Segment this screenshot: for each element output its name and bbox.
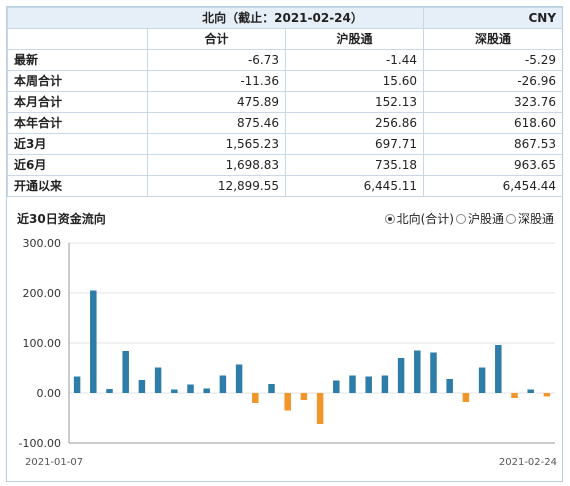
currency-label: CNY — [423, 7, 562, 29]
bar — [333, 380, 340, 393]
cell-value: 475.89 — [147, 91, 286, 113]
row-label: 本年合计 — [7, 112, 148, 134]
bar — [397, 358, 405, 393]
cell-value: 697.71 — [284, 133, 425, 155]
bar — [284, 393, 291, 411]
bar — [171, 389, 178, 393]
bar — [365, 376, 372, 393]
bar — [268, 384, 275, 393]
bar — [349, 375, 356, 393]
radio-shanghai-connect[interactable]: 沪股通 — [455, 210, 504, 227]
y-tick-label: 300.00 — [23, 237, 62, 250]
bar — [462, 393, 470, 402]
cell-value: -1.44 — [284, 49, 425, 71]
cell-value: 12,899.55 — [147, 175, 286, 197]
bar — [511, 393, 518, 398]
bar — [527, 389, 534, 393]
summary-table: 北向（截止：2021-02-24） CNY 合计 沪股通 深股通 最新 -6.7… — [7, 7, 562, 197]
bar — [219, 375, 227, 393]
column-header-row: 合计 沪股通 深股通 — [7, 28, 562, 50]
y-tick-label: 100.00 — [23, 337, 62, 350]
flow-chart-section: 近30日资金流向 北向(合计) 沪股通 深股通 300.00 200.00 100.… — [7, 203, 562, 481]
x-start-label: 2021-01-07 — [25, 457, 83, 468]
radio-shenzhen-connect[interactable]: 深股通 — [505, 210, 554, 227]
radio-selected-icon — [384, 213, 395, 224]
series-selector: 北向(合计) 沪股通 深股通 — [384, 210, 554, 227]
y-tick-label: 0.00 — [37, 387, 62, 400]
bar — [138, 380, 146, 393]
bar — [73, 376, 81, 393]
bar — [543, 393, 551, 397]
row-label: 本周合计 — [7, 70, 148, 92]
bar-chart: 300.00 200.00 100.00 0.00 -100.00 2021-01-07 2… — [19, 237, 557, 468]
bar — [446, 379, 453, 393]
cell-value: 618.60 — [423, 112, 562, 134]
bar — [106, 389, 113, 393]
cell-value: 15.60 — [284, 70, 425, 92]
corner-cell — [7, 28, 148, 50]
northbound-flow-panel: 北向（截止：2021-02-24） CNY 合计 沪股通 深股通 最新 -6.7… — [6, 6, 563, 482]
bar — [478, 367, 486, 393]
radio-unselected-icon — [455, 213, 466, 224]
bar — [316, 393, 324, 424]
bar — [252, 393, 259, 403]
bar — [203, 388, 210, 393]
row-label: 近3月 — [7, 133, 148, 155]
row-label: 近6月 — [7, 154, 148, 176]
y-tick-label: 200.00 — [23, 287, 62, 300]
cell-value: -6.73 — [147, 49, 286, 71]
cell-value: 6,445.11 — [284, 175, 425, 197]
bar — [414, 350, 421, 393]
cell-value: 1,565.23 — [147, 133, 286, 155]
table-row: 近6月 1,698.83 735.18 963.65 — [7, 154, 562, 176]
cell-value: 256.86 — [284, 112, 425, 134]
bar — [430, 352, 437, 393]
cell-value: 735.18 — [284, 154, 425, 176]
table-row: 近3月 1,565.23 697.71 867.53 — [7, 133, 562, 155]
table-row: 本年合计 875.46 256.86 618.60 — [7, 112, 562, 134]
bar — [495, 345, 502, 393]
cell-value: -5.29 — [423, 49, 562, 71]
x-end-label: 2021-02-24 — [499, 457, 557, 468]
table-row: 本周合计 -11.36 15.60 -26.96 — [7, 70, 562, 92]
table-title: 北向（截止：2021-02-24） — [7, 7, 425, 29]
table-row: 最新 -6.73 -1.44 -5.29 — [7, 49, 562, 71]
cell-value: 152.13 — [284, 91, 425, 113]
row-label: 最新 — [7, 49, 148, 71]
column-header: 深股通 — [423, 28, 562, 50]
cell-value: 6,454.44 — [423, 175, 562, 197]
radio-unselected-icon — [505, 213, 516, 224]
cell-value: -26.96 — [423, 70, 562, 92]
radio-label: 沪股通 — [467, 212, 504, 226]
cell-value: 867.53 — [423, 133, 562, 155]
bar — [122, 351, 129, 393]
table-row: 本月合计 475.89 152.13 323.76 — [7, 91, 562, 113]
bar — [154, 367, 162, 393]
cell-value: 875.46 — [147, 112, 286, 134]
radio-label: 北向(合计) — [396, 212, 454, 226]
cell-value: 323.76 — [423, 91, 562, 113]
bar — [235, 364, 243, 393]
chart-title: 近30日资金流向 — [17, 212, 106, 226]
column-header: 沪股通 — [284, 28, 425, 50]
bar — [300, 393, 308, 400]
radio-northbound-total[interactable]: 北向(合计) — [384, 210, 454, 227]
radio-label: 深股通 — [517, 212, 554, 226]
cell-value: 963.65 — [423, 154, 562, 176]
bar — [187, 384, 194, 393]
column-header: 合计 — [147, 28, 286, 50]
cell-value: -11.36 — [147, 70, 286, 92]
bar — [381, 375, 389, 393]
row-label: 开通以来 — [7, 175, 148, 197]
table-header-row: 北向（截止：2021-02-24） CNY — [7, 7, 562, 29]
table-row: 开通以来 12,899.55 6,445.11 6,454.44 — [7, 175, 562, 197]
cell-value: 1,698.83 — [147, 154, 286, 176]
y-tick-label: -100.00 — [19, 437, 61, 450]
row-label: 本月合计 — [7, 91, 148, 113]
bar — [90, 290, 97, 393]
